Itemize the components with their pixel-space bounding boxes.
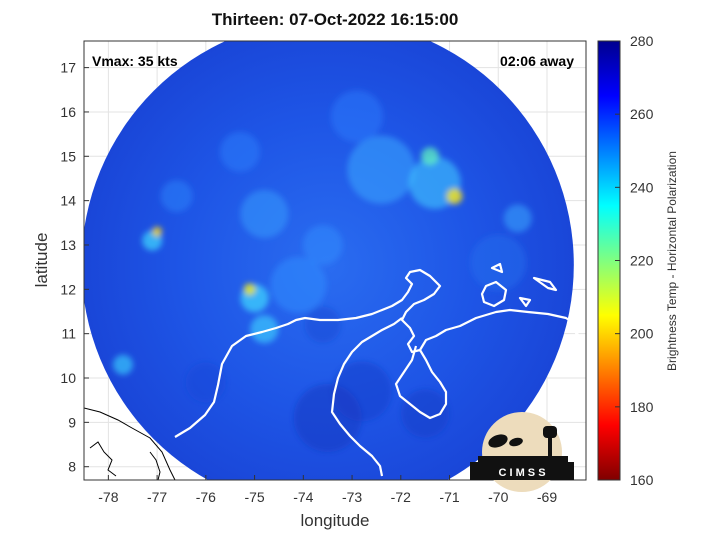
y-tick-label: 8	[68, 459, 76, 475]
cloud-blob	[293, 383, 362, 452]
satellite-dish-small-icon	[509, 437, 523, 447]
x-tick-label: -75	[244, 489, 264, 505]
colorbar-tick-label: 260	[630, 106, 654, 122]
colorbar-tick-label: 240	[630, 179, 654, 195]
x-axis-label: longitude	[300, 511, 370, 530]
y-tick-label: 11	[61, 326, 76, 342]
water-tower-icon	[543, 426, 557, 438]
x-axis-ticks: -78 -77 -76 -75 -74 -73 -72 -71 -70 -69	[98, 475, 557, 505]
colorbar-tick-label: 160	[630, 472, 654, 488]
y-tick-label: 15	[60, 148, 76, 164]
x-tick-label: -71	[439, 489, 459, 505]
x-tick-label: -73	[342, 489, 362, 505]
colorbar-tick-label: 220	[630, 253, 654, 269]
y-tick-label: 9	[68, 414, 76, 430]
cloud-blob	[250, 315, 279, 344]
x-tick-label: -76	[196, 489, 216, 505]
colorbar-tick-label: 280	[630, 33, 654, 49]
x-tick-label: -74	[293, 489, 313, 505]
cimss-logo: C I M S S	[470, 412, 574, 492]
x-tick-label: -78	[98, 489, 118, 505]
y-tick-label: 14	[60, 193, 76, 209]
y-axis-label: latitude	[32, 232, 51, 288]
cloud-features	[112, 90, 532, 452]
cloud-blob	[302, 224, 343, 265]
cloud-blob	[503, 204, 532, 233]
logo-text: C I M S S	[498, 467, 545, 479]
cloud-blob	[240, 189, 289, 238]
cloud-blob	[152, 226, 163, 237]
x-tick-label: -77	[147, 489, 167, 505]
y-tick-label: 10	[60, 370, 76, 386]
y-tick-label: 16	[60, 104, 76, 120]
cloud-blob	[401, 389, 450, 438]
y-tick-label: 13	[60, 237, 76, 253]
y-axis-ticks: 8 9 10 11 12 13 14 15 16 17	[60, 60, 89, 475]
x-tick-label: -72	[391, 489, 411, 505]
cloud-blob	[347, 135, 416, 204]
logo-text-band	[470, 462, 574, 480]
plot-frame	[83, 40, 587, 481]
satellite-dish-icon	[488, 434, 508, 448]
cloud-blob	[304, 306, 341, 343]
x-tick-label: -70	[488, 489, 508, 505]
cloud-blob	[446, 188, 463, 205]
water-tower-leg-icon	[548, 437, 552, 461]
cloud-blob	[270, 256, 327, 313]
y-tick-label: 12	[60, 281, 76, 297]
colorbar-label: Brightness Temp - Horizontal Polarizatio…	[665, 151, 679, 371]
colorbar-tick-label: 200	[630, 326, 654, 342]
coastline	[174, 262, 586, 477]
cloud-blob	[330, 90, 383, 143]
vmax-label: Vmax: 35 kts	[92, 53, 178, 69]
x-tick-label: -69	[537, 489, 557, 505]
outside-coastline	[84, 407, 176, 480]
cloud-blob	[470, 234, 527, 291]
chart-title: Thirteen: 07-Oct-2022 16:15:00	[211, 10, 459, 29]
cloud-blob	[243, 283, 256, 296]
y-tick-label: 17	[60, 60, 76, 76]
colorbar-ticks: 160 180 200 220 240 260 280	[615, 33, 654, 488]
time-away-label: 02:06 away	[500, 53, 574, 69]
cloud-blob	[185, 362, 226, 403]
logo-ground	[478, 456, 568, 463]
cloud-blob	[421, 147, 440, 166]
colorbar-tick-label: 180	[630, 399, 654, 415]
cloud-blob	[160, 180, 193, 213]
cloud-blob	[112, 354, 133, 375]
cloud-blob	[219, 131, 260, 172]
